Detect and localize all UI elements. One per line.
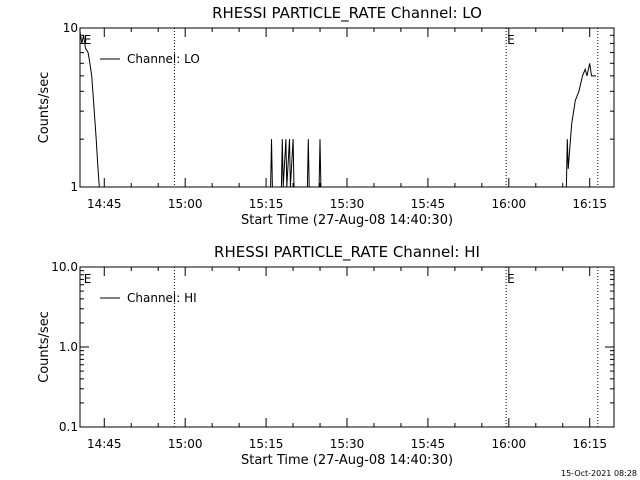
y-tick-label: 10: [63, 21, 78, 35]
x-tick-label: 15:30: [330, 437, 365, 451]
x-tick-label: 16:00: [492, 437, 527, 451]
footer-timestamp: 15-Oct-2021 08:28: [561, 469, 637, 478]
series-line: [318, 139, 322, 188]
x-tick-label: 15:15: [249, 197, 284, 211]
y-tick-label: 1: [70, 180, 78, 194]
x-tick-label: 15:30: [330, 197, 365, 211]
event-marker-label: E: [84, 272, 92, 286]
y-tick-label: 0.1: [59, 420, 78, 434]
series-line: [565, 63, 596, 188]
legend-label: Channel: LO: [127, 52, 200, 66]
y-tick-label: 1.0: [59, 340, 78, 354]
y-axis-label: Counts/sec: [37, 72, 52, 144]
y-tick-label: 10.0: [51, 260, 78, 274]
x-tick-label: 16:00: [492, 197, 527, 211]
chart-title: RHESSI PARTICLE_RATE Channel: LO: [212, 4, 482, 23]
chart-panel-1: RHESSI PARTICLE_RATE Channel: LO Counts/s…: [37, 4, 615, 228]
event-marker-label: E: [507, 272, 515, 286]
event-marker-label: E: [507, 33, 515, 47]
x-tick-label: 15:45: [411, 197, 446, 211]
event-marker-label: E: [84, 33, 92, 47]
series-line: [270, 139, 273, 188]
chart-content: RHESSI PARTICLE_RATE Channel: LO Counts/s…: [37, 4, 615, 468]
x-tick-label: 15:00: [168, 197, 203, 211]
legend-label: Channel: HI: [127, 291, 197, 305]
x-tick-label: 15:15: [249, 437, 284, 451]
x-tick-label: 15:45: [411, 437, 446, 451]
x-tick-label: 14:45: [87, 437, 122, 451]
x-axis-label: Start Time (27-Aug-08 14:40:30): [241, 213, 453, 228]
x-tick-label: 16:15: [572, 197, 607, 211]
x-tick-label: 16:15: [572, 437, 607, 451]
y-axis-label: Counts/sec: [37, 311, 52, 383]
chart-title: RHESSI PARTICLE_RATE Channel: HI: [214, 243, 480, 262]
x-tick-label: 14:45: [87, 197, 122, 211]
series-line: [306, 139, 310, 188]
series-line: [280, 139, 295, 188]
chart-panel-2: RHESSI PARTICLE_RATE Channel: HI Counts/s…: [37, 243, 615, 468]
x-tick-label: 15:00: [168, 437, 203, 451]
series-line: [79, 31, 100, 188]
x-axis-label: Start Time (27-Aug-08 14:40:30): [241, 453, 453, 468]
